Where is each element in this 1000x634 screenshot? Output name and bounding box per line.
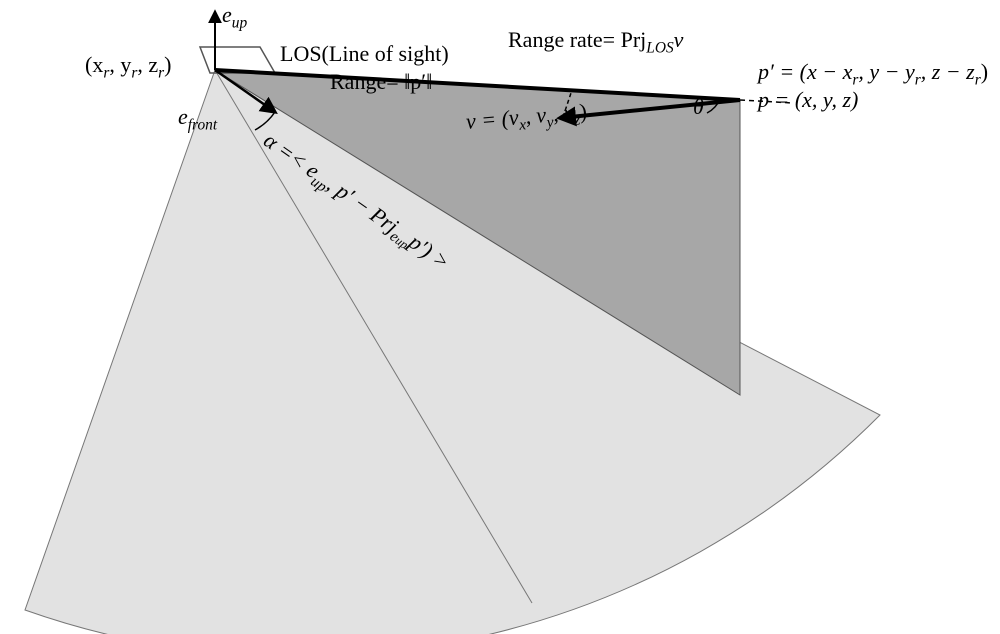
theta-label: θ — [693, 95, 704, 119]
range-rate-label: Range rate= PrjLOSv — [508, 28, 683, 57]
p-label: p = (x, y, z) — [758, 88, 858, 112]
e-up-label: eup — [222, 3, 247, 32]
sensor-plane-parallelogram — [200, 47, 275, 73]
p-prime-label: p′ = (x − xr, y − yr, z − zr) — [758, 60, 988, 89]
los-label: LOS(Line of sight) — [280, 42, 449, 66]
radar-geometry-diagram: { "diagram": { "type": "geometry-diagram… — [0, 0, 1000, 634]
range-label: Range= ‖p′‖ — [330, 70, 432, 94]
e-front-label: efront — [178, 105, 217, 134]
radar-coords-label: (xr, yr, zr) — [85, 53, 171, 82]
